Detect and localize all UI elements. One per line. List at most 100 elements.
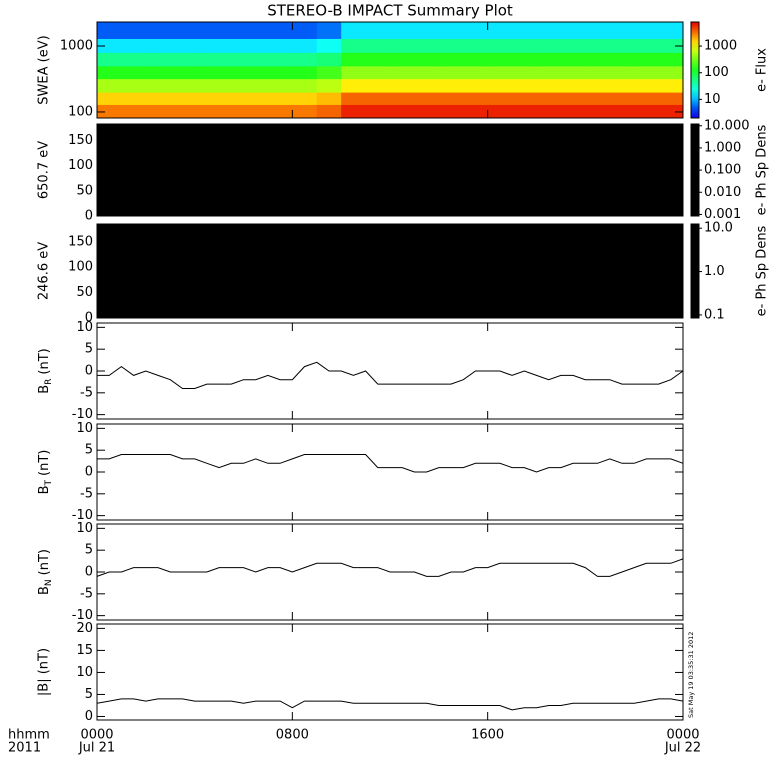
heatmap-cell <box>145 78 196 93</box>
panel-frame <box>96 623 684 721</box>
heatmap-cell <box>243 65 293 80</box>
heatmap-cell <box>97 104 147 119</box>
image-fill <box>97 124 683 216</box>
colorbar-tick-label: 0.1 <box>704 307 725 322</box>
heatmap-cell <box>243 92 293 105</box>
label-main: B <box>37 586 52 595</box>
heatmap-cell <box>585 78 635 93</box>
heatmap-cell <box>292 38 318 53</box>
heatmap-cell <box>536 38 586 53</box>
label-subscript: N <box>44 579 54 586</box>
heatmap-cell <box>145 104 196 119</box>
heatmap-cell <box>194 104 244 119</box>
plot-title: STEREO-B IMPACT Summary Plot <box>267 2 513 20</box>
heatmap-cell <box>292 22 318 39</box>
heatmap-cell <box>341 104 391 119</box>
panel-frame <box>96 21 684 119</box>
heatmap-cell <box>97 52 147 67</box>
heatmap-cell <box>390 22 440 39</box>
heatmap-cell <box>438 92 489 105</box>
heatmap-cell <box>194 92 244 105</box>
heatmap-cell <box>243 104 293 119</box>
y-tick-label: 5 <box>85 443 93 458</box>
y-tick-label: 100 <box>68 104 93 119</box>
heatmap-cell <box>194 52 244 67</box>
data-line <box>96 558 684 577</box>
x-tick-label: 0000 <box>80 728 113 743</box>
heatmap-cell <box>585 65 635 80</box>
heatmap-cell <box>536 92 586 105</box>
heatmap-cell <box>634 38 684 53</box>
heatmap-cell <box>438 52 489 67</box>
heatmap-cell <box>145 38 196 53</box>
heatmap-cell <box>243 78 293 93</box>
heatmap-cell <box>634 22 684 39</box>
heatmap-cell <box>145 65 196 80</box>
label-subscript: R <box>44 379 54 385</box>
y-tick-label: 150 <box>68 234 93 249</box>
date-label: Jul 22 <box>664 741 701 756</box>
timestamp: Sat May 19 03:35:31 2012 <box>687 632 695 718</box>
heatmap-cell <box>438 78 489 93</box>
y-axis-label: BR (nT) <box>37 348 54 394</box>
y-tick-label: 50 <box>76 183 93 198</box>
y-tick-label: 0 <box>85 465 93 480</box>
x-tick-label: 0000 <box>666 728 699 743</box>
colorbar <box>691 224 699 318</box>
label-main: B <box>37 485 52 494</box>
colorbar-label: e- Flux <box>755 48 770 92</box>
heatmap-cell <box>341 52 391 67</box>
heatmap-cell <box>292 92 318 105</box>
heatmap-cell <box>243 22 293 39</box>
label-unit: (nT) <box>37 348 52 374</box>
heatmap-cell <box>341 22 391 39</box>
y-tick-label: 100 <box>68 158 93 173</box>
heatmap-cell <box>536 22 586 39</box>
heatmap-cell <box>341 92 391 105</box>
heatmap-cell <box>634 78 684 93</box>
heatmap-cell <box>487 22 537 39</box>
y-tick-label: -10 <box>72 508 93 523</box>
heatmap-cell <box>390 52 440 67</box>
y-tick-label: 15 <box>76 643 93 658</box>
heatmap-cell <box>487 38 537 53</box>
y-tick-label: 10 <box>76 521 93 536</box>
panel-frame <box>96 322 684 420</box>
heatmap-cell <box>634 65 684 80</box>
heatmap-cell <box>316 104 342 119</box>
heatmap-cell <box>487 52 537 67</box>
colorbar-tick-label: 0.010 <box>704 185 741 200</box>
heatmap-cell <box>536 104 586 119</box>
heatmap-cell <box>292 52 318 67</box>
label-subscript: T <box>44 479 54 486</box>
heatmap-cell <box>585 92 635 105</box>
y-tick-label: 5 <box>85 543 93 558</box>
label-unit: (nT) <box>37 549 52 575</box>
y-axis-label: 650.7 eV <box>37 141 52 199</box>
heatmap-cell <box>97 22 147 39</box>
colorbar-label: e- Ph Sp Dens <box>755 124 770 215</box>
heatmap-cell <box>438 38 489 53</box>
y-tick-label: -10 <box>72 608 93 623</box>
heatmap-cell <box>634 104 684 119</box>
colorbar-tick-label: 10.0 <box>704 221 733 236</box>
image-fill <box>97 224 683 318</box>
colorbar-frame <box>690 223 700 319</box>
heatmap-cell <box>390 78 440 93</box>
y-tick-label: 10 <box>76 320 93 335</box>
heatmap-cell <box>243 38 293 53</box>
y-tick-label: 0 <box>85 364 93 379</box>
heatmap-cell <box>194 65 244 80</box>
data-line <box>97 454 684 473</box>
panel-frame <box>96 423 684 521</box>
heatmap-cell <box>316 52 342 67</box>
heatmap-cell <box>487 92 537 105</box>
heatmap-cell <box>585 22 635 39</box>
heatmap-cell <box>145 22 196 39</box>
heatmap-cell <box>634 92 684 105</box>
heatmap-cell <box>585 104 635 119</box>
colorbar-tick-label: 0.001 <box>704 207 741 222</box>
y-tick-label: 150 <box>68 133 93 148</box>
heatmap-cell <box>634 52 684 67</box>
